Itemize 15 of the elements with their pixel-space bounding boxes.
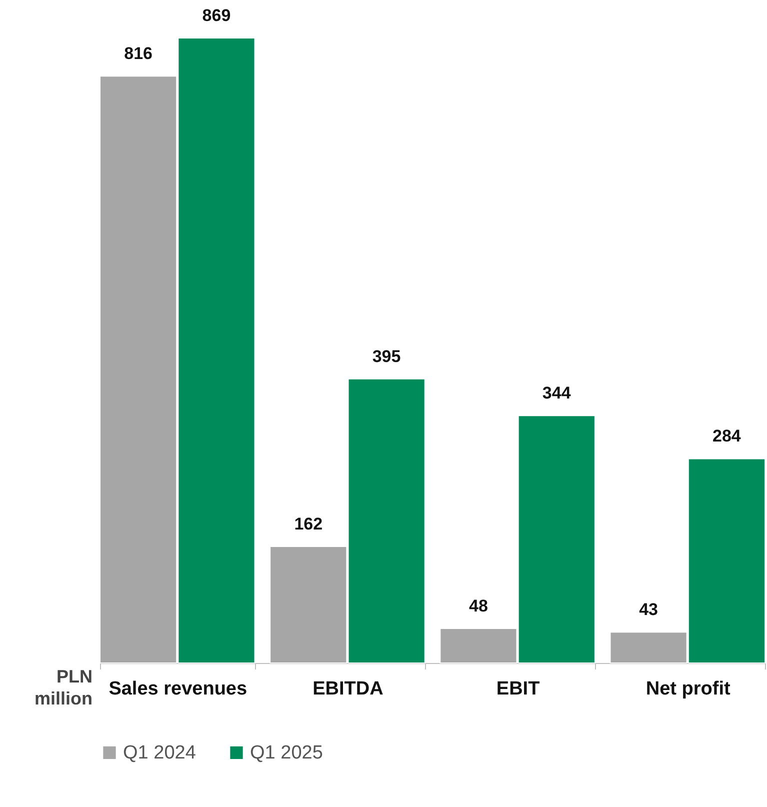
legend-label: Q1 2025 bbox=[250, 742, 323, 764]
x-tick-label: Sales revenues bbox=[108, 678, 248, 700]
legend-label: Q1 2024 bbox=[123, 742, 196, 764]
x-tick-label: EBIT bbox=[496, 678, 540, 700]
x-tick-label: EBITDA bbox=[312, 678, 384, 700]
x-tick-label: Net profit bbox=[646, 678, 731, 700]
data-label: 284 bbox=[712, 426, 742, 446]
data-label: 162 bbox=[294, 514, 323, 534]
data-label: 344 bbox=[542, 384, 572, 403]
data-label: 48 bbox=[468, 596, 488, 616]
data-label: 869 bbox=[202, 6, 231, 25]
y-axis-title: PLN million bbox=[34, 666, 92, 708]
data-label: 43 bbox=[639, 600, 658, 620]
data-label: 816 bbox=[124, 44, 152, 64]
data-label: 395 bbox=[372, 346, 401, 366]
